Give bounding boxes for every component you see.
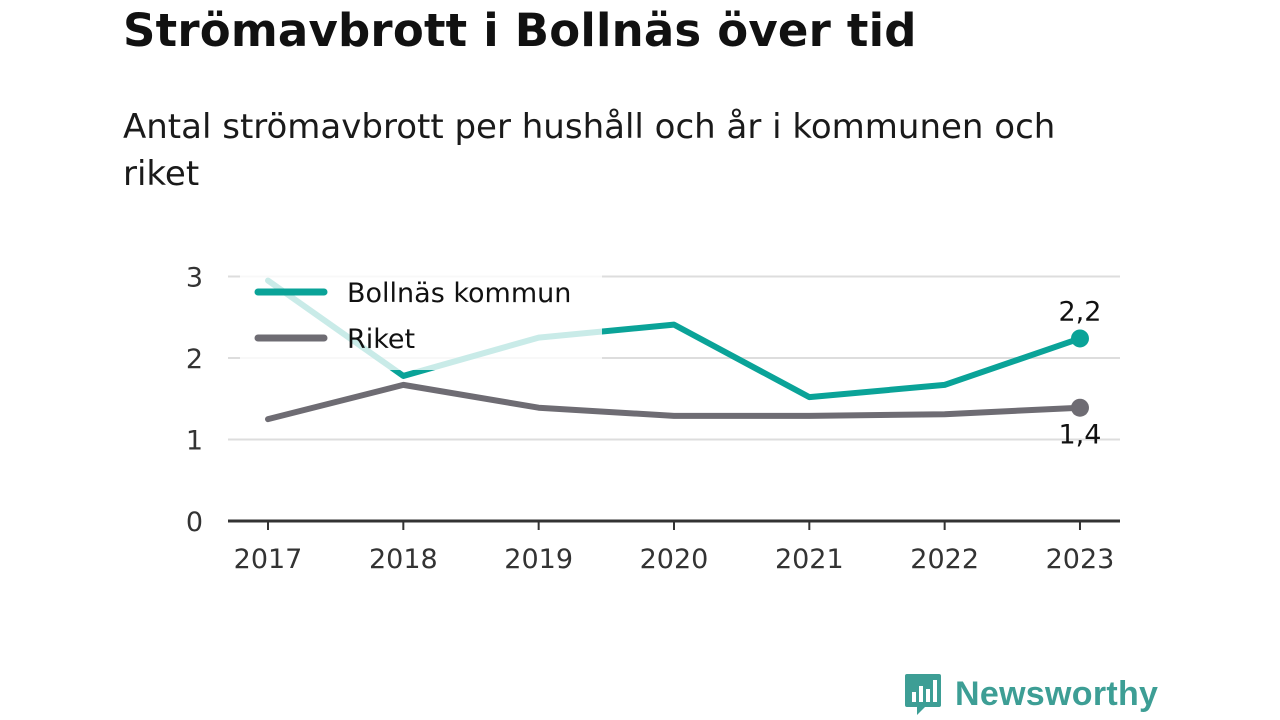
end-value-label-0: 2,2 [1059,296,1102,327]
brand-logo: Newsworthy [903,672,1158,716]
newsworthy-logo-icon [905,674,941,715]
x-tick-label: 2019 [504,544,573,575]
y-tick-label: 2 [186,344,203,375]
x-tick-label: 2021 [775,544,844,575]
x-tick-label: 2022 [910,544,979,575]
series-lines [265,277,1083,423]
x-tick-label: 2023 [1046,544,1115,575]
legend: Bollnäs kommun Riket [240,270,602,370]
series-line-1 [265,381,1083,423]
x-tick-label: 2018 [369,544,438,575]
end-markers: 2,2 1,4 [1059,296,1102,450]
x-axis: 2017 2018 2019 2020 2021 2022 2023 [228,519,1120,575]
brand-name: Newsworthy [955,674,1159,713]
x-tick-label: 2017 [234,544,303,575]
end-point-marker-0 [1070,329,1089,348]
y-tick-label: 0 [186,507,203,538]
legend-label-bollnas: Bollnäs kommun [347,278,571,309]
line-chart: 0 1 2 3 2017 2018 2019 2020 2021 2022 2023 Bollnä… [186,263,1120,575]
chart-subtitle: Antal strömavbrott per hushåll och år i … [123,107,1056,194]
y-tick-label: 3 [186,263,203,294]
legend-label-riket: Riket [347,324,415,355]
series-line-0 [265,277,1083,401]
chart-title: Strömavbrott i Bollnäs över tid [123,4,917,57]
end-value-label-1: 1,4 [1059,420,1102,451]
y-tick-label: 1 [186,426,203,457]
end-point-marker-1 [1070,398,1089,417]
legend-backdrop [240,270,602,370]
x-tick-label: 2020 [640,544,709,575]
